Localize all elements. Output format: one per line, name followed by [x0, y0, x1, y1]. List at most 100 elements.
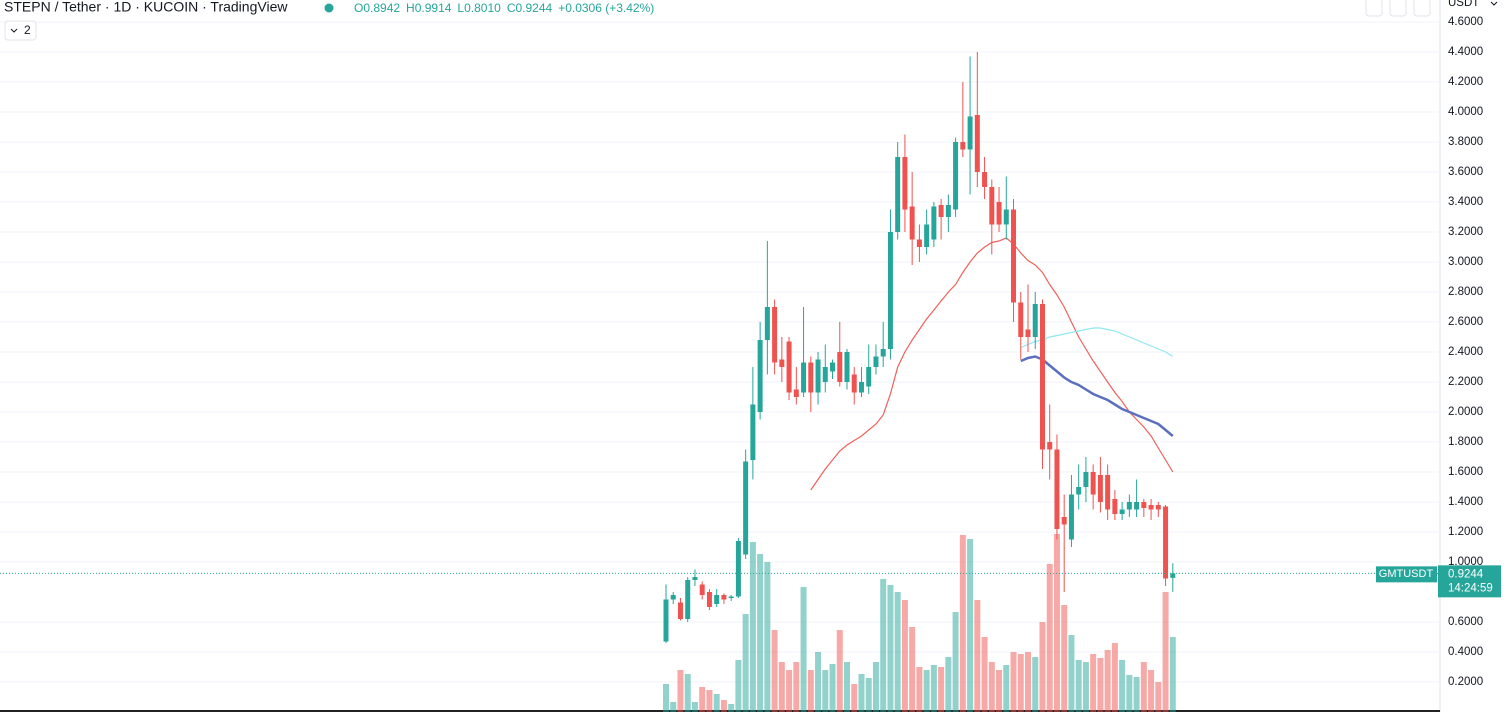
y-tick-label: 3.0000 — [1448, 256, 1483, 268]
volume-bar — [793, 662, 800, 712]
volume-bar — [858, 674, 865, 712]
volume-bar — [836, 630, 843, 712]
maximize-button[interactable] — [1413, 0, 1431, 17]
collapse-button[interactable] — [1389, 0, 1407, 17]
volume-bar — [757, 554, 764, 712]
indicator-toggle[interactable] — [4, 20, 37, 41]
candle-body — [1018, 302, 1024, 338]
volume-bar — [938, 667, 945, 712]
volume-bar — [909, 627, 916, 712]
volume-bar — [749, 542, 756, 712]
ohlc-value: O0.8942 — [354, 1, 400, 15]
chevron — [10, 28, 18, 33]
candle-body — [670, 595, 676, 600]
y-tick-label: 2.4000 — [1448, 346, 1483, 358]
volume-bar — [663, 684, 669, 712]
volume-bar — [865, 678, 872, 712]
volume-bar — [1003, 665, 1010, 712]
ma-line — [1020, 355, 1174, 437]
volume-bar — [815, 652, 822, 712]
last-price-label: 0.9244 — [1448, 568, 1484, 580]
y-tick-label: 4.6000 — [1448, 16, 1483, 28]
candle-body — [1076, 487, 1082, 495]
y-tick-label: 4.4000 — [1448, 46, 1483, 58]
ma-layer — [810, 237, 1174, 491]
volume-bar — [800, 587, 807, 712]
volume-bar — [684, 674, 691, 712]
volume-bar — [1053, 534, 1060, 712]
y-tick-label: 0.4000 — [1448, 646, 1483, 658]
symbol-title: STEPN / Tether · 1D · KUCOIN · TradingVi… — [4, 0, 288, 15]
volume-bar — [1140, 662, 1147, 712]
volume-bar — [764, 562, 771, 712]
ohlc-value: L0.8010 — [457, 1, 501, 15]
volume-bar — [1126, 675, 1133, 712]
volume-bar — [771, 630, 778, 712]
volume-bar — [901, 600, 908, 712]
volume-bar — [1068, 635, 1075, 712]
candle-body — [663, 599, 669, 642]
y-tick-label: 3.2000 — [1448, 226, 1483, 238]
price-tag — [1438, 565, 1501, 598]
candle-body — [880, 349, 886, 357]
y-tick-label: 3.6000 — [1448, 166, 1483, 178]
candle-body — [757, 340, 763, 413]
y-tick-label: 3.8000 — [1448, 136, 1483, 148]
ma-line — [810, 237, 1174, 491]
volume-bar — [677, 670, 684, 712]
candle-body — [1141, 502, 1147, 509]
candle-body — [1163, 506, 1169, 579]
candle-body — [938, 205, 944, 218]
volume-bar — [1090, 654, 1097, 712]
candle-body — [873, 356, 879, 368]
candle-body — [945, 205, 951, 218]
candle-body — [1148, 505, 1154, 510]
axis-layer: 0.2000 0.4000 0.6000 1.0000 1.2000 1.4000 1.60… — [1448, 16, 1483, 688]
volume-bar — [1169, 637, 1176, 712]
down-button[interactable] — [1365, 0, 1383, 17]
ohlc-value: C0.9244 — [507, 1, 553, 15]
candle-body — [895, 157, 901, 233]
volume-bar — [822, 670, 829, 712]
candle-body — [822, 367, 828, 383]
volume-bar — [670, 702, 677, 712]
volume-bar — [1162, 592, 1169, 712]
candle-body — [858, 382, 864, 393]
candle-body — [793, 389, 799, 398]
candle-body — [1170, 573, 1176, 578]
candle-body — [1061, 517, 1067, 525]
symbol-label: GMTUSDT — [1379, 568, 1434, 580]
candle-body — [677, 602, 683, 620]
volume-bar — [1025, 652, 1031, 712]
candle-body — [866, 367, 872, 387]
volume-bar — [1155, 682, 1162, 712]
volume-bar — [880, 579, 887, 712]
volume-bar — [829, 664, 836, 712]
candle-body — [685, 580, 691, 620]
y-tick-label: 1.2000 — [1448, 526, 1483, 538]
volume-bar — [1097, 658, 1104, 712]
volume-bar — [1104, 650, 1111, 712]
candle-body — [851, 374, 857, 393]
candle-body — [1047, 442, 1053, 450]
volume-bar — [728, 704, 735, 712]
candle-body — [699, 584, 705, 596]
indicator-count: 2 — [24, 23, 31, 37]
candle-body — [830, 362, 836, 372]
candle-body — [909, 206, 915, 240]
candle-body — [1025, 329, 1031, 338]
candle-body — [1054, 449, 1060, 530]
y-tick-label: 3.4000 — [1448, 196, 1483, 208]
volume-bar — [872, 662, 879, 712]
volume-bar — [1010, 652, 1017, 712]
candle-body — [750, 404, 756, 461]
volume-bar — [1133, 677, 1140, 712]
ohlc-legend: O0.8942 H0.9914 L0.8010 C0.9244 +0.0306 (+3.… — [354, 1, 654, 15]
volume-bar — [1017, 654, 1024, 712]
y-tick-label: 4.2000 — [1448, 76, 1483, 88]
candle-body — [764, 307, 770, 341]
volume-bar — [844, 662, 850, 712]
candle-body — [772, 307, 778, 363]
volume-bar — [706, 690, 713, 712]
candle-body — [779, 359, 785, 368]
